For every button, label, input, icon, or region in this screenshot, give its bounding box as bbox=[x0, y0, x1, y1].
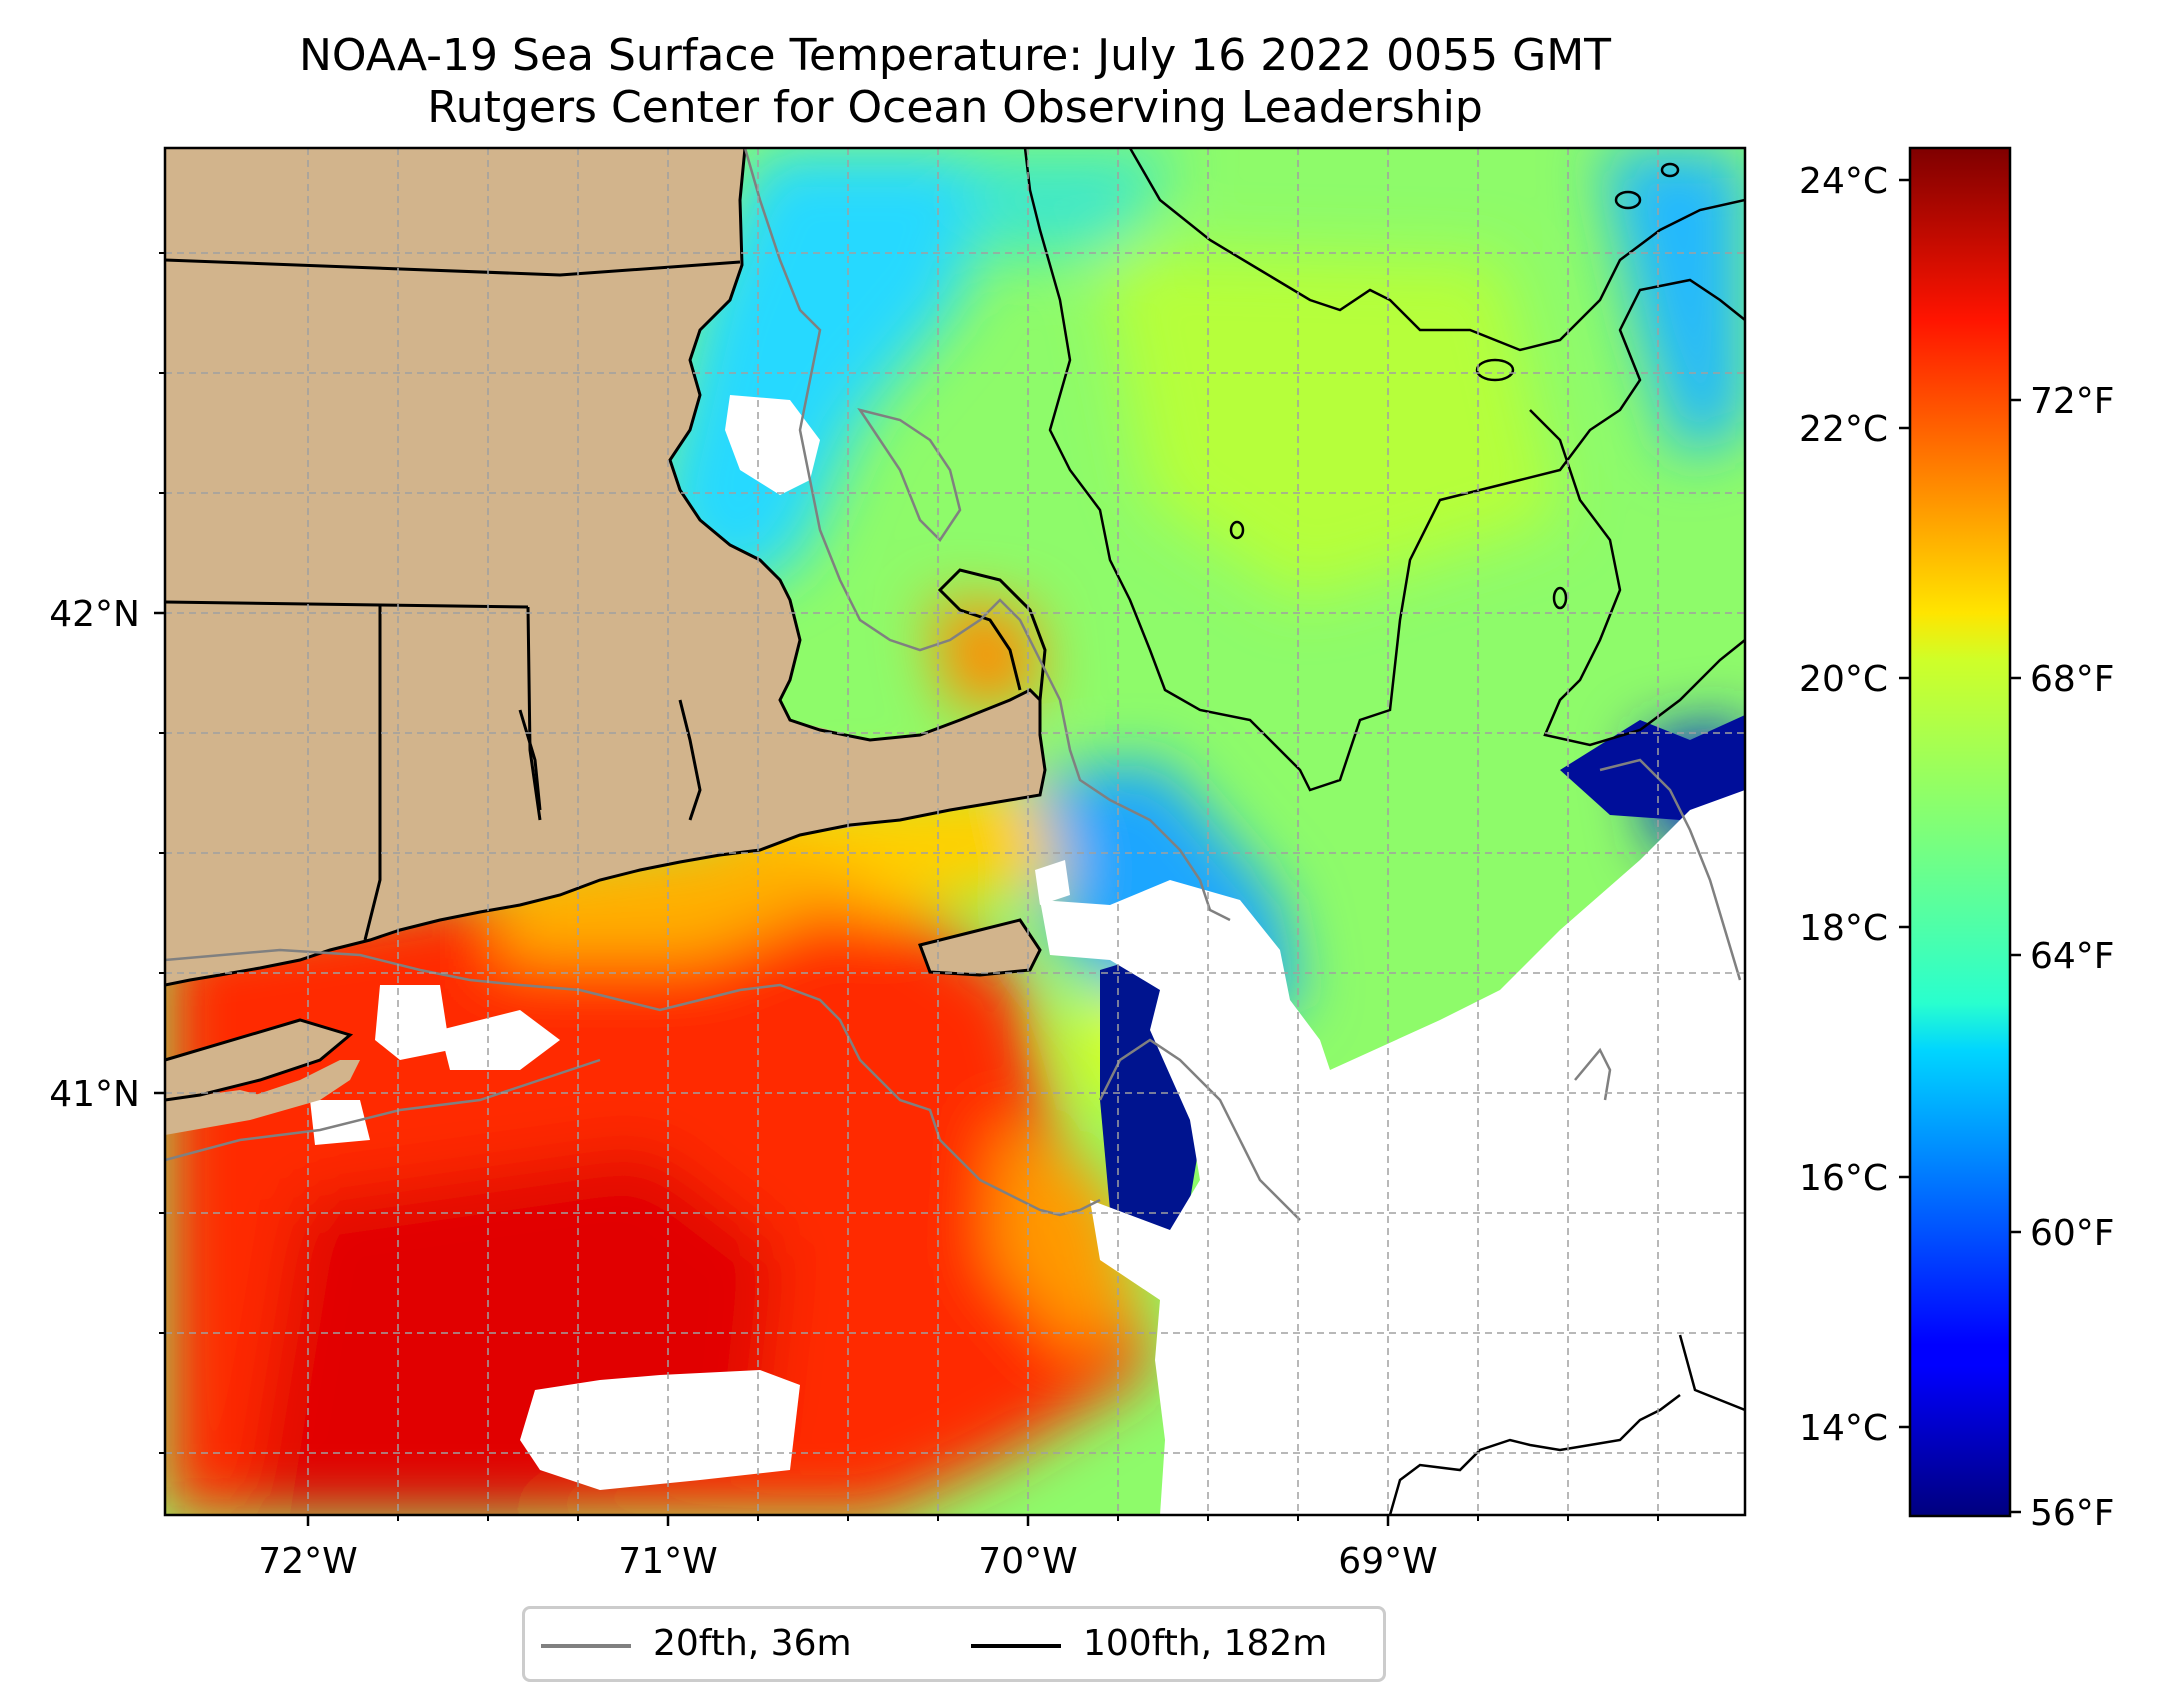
map-frame bbox=[163, 146, 1747, 1517]
legend-swatch-20fth bbox=[541, 1644, 631, 1648]
lon-tick-label-72w: 72°W bbox=[258, 1541, 357, 1582]
chart-title: NOAA-19 Sea Surface Temperature: July 16… bbox=[298, 30, 1612, 81]
colorbar-gradient bbox=[1910, 148, 2010, 1516]
sst-field bbox=[165, 148, 1745, 1515]
colorbar-c-label-20: 20°C bbox=[1799, 659, 1888, 700]
legend-label-100fth: 100fth, 182m bbox=[1083, 1623, 1328, 1664]
colorbar-c-label-18: 18°C bbox=[1799, 908, 1888, 949]
legend-swatch-100fth bbox=[971, 1644, 1061, 1648]
colorbar-f-label-72: 72°F bbox=[2030, 381, 2115, 422]
colorbar-f-label-56: 56°F bbox=[2030, 1493, 2115, 1534]
lat-tick-label-42n: 42°N bbox=[49, 594, 140, 635]
colorbar-frame bbox=[1908, 146, 2012, 1518]
colorbar-c-label-24: 24°C bbox=[1799, 161, 1888, 202]
axis-ticks bbox=[154, 611, 1390, 1526]
colorbar-c-label-16: 16°C bbox=[1799, 1158, 1888, 1199]
colorbar-f-label-68: 68°F bbox=[2030, 659, 2115, 700]
lon-tick-label-69w: 69°W bbox=[1338, 1541, 1437, 1582]
chart-subtitle: Rutgers Center for Ocean Observing Leade… bbox=[427, 82, 1483, 133]
legend-label-20fth: 20fth, 36m bbox=[653, 1623, 852, 1664]
lon-tick-label-70w: 70°W bbox=[978, 1541, 1077, 1582]
lon-tick-label-71w: 71°W bbox=[618, 1541, 717, 1582]
colorbar-f-label-64: 64°F bbox=[2030, 936, 2115, 977]
axis-minor-ticks bbox=[159, 252, 1659, 1521]
colorbar-c-label-22: 22°C bbox=[1799, 409, 1888, 450]
colorbar-c-label-14: 14°C bbox=[1799, 1408, 1888, 1449]
isobath-legend: 20fth, 36m 100fth, 182m bbox=[522, 1606, 1386, 1682]
lat-tick-label-41n: 41°N bbox=[49, 1074, 140, 1115]
colorbar-f-label-60: 60°F bbox=[2030, 1213, 2115, 1254]
colorbar-ticks bbox=[1899, 178, 2021, 1514]
